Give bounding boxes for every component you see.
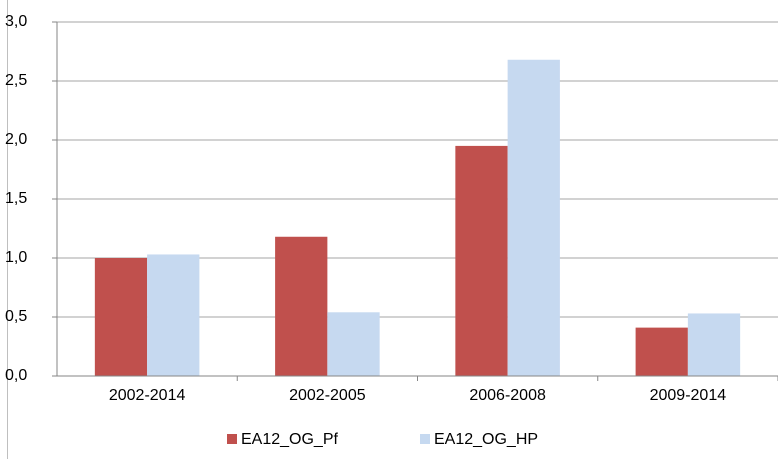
y-tick-label: 3,0	[5, 13, 27, 30]
y-tick-label: 1,5	[5, 190, 27, 207]
bar	[275, 236, 328, 376]
bar	[635, 327, 688, 376]
y-tick-label: 2,0	[5, 131, 27, 148]
bar	[455, 145, 508, 376]
y-tick-label: 0,5	[5, 308, 27, 325]
x-tick-label: 2006-2008	[469, 387, 546, 404]
bar	[147, 254, 200, 376]
bar	[94, 258, 148, 376]
y-tick-label: 2,5	[5, 72, 27, 89]
legend-swatch	[420, 434, 430, 444]
legend-label: EA12_OG_Pf	[241, 431, 339, 448]
legend-swatch	[227, 434, 237, 444]
y-tick-label: 0,0	[5, 367, 27, 384]
bar	[507, 59, 560, 376]
bar	[687, 313, 741, 376]
x-tick-label: 2002-2014	[109, 387, 186, 404]
y-tick-label: 1,0	[5, 249, 27, 266]
x-tick-label: 2009-2014	[650, 387, 727, 404]
legend-label: EA12_OG_HP	[434, 431, 538, 448]
bar	[327, 312, 380, 376]
x-tick-label: 2002-2005	[289, 387, 366, 404]
